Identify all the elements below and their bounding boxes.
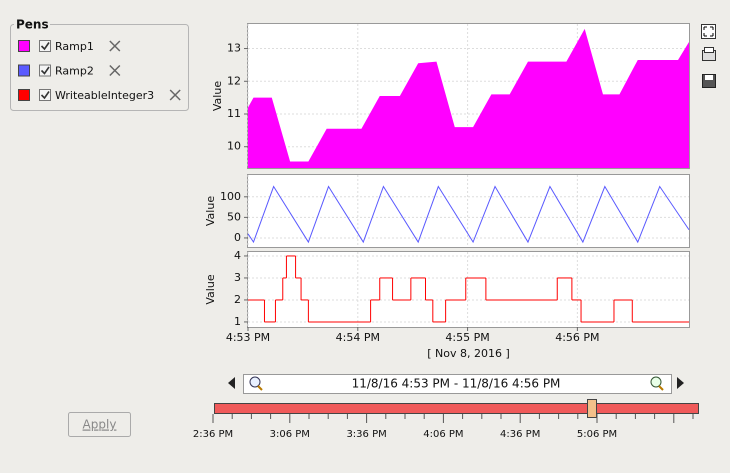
pens-title: Pens xyxy=(16,18,49,32)
y-tick-label: 0 xyxy=(234,231,241,244)
y-tick-label: 3 xyxy=(234,271,241,284)
zoom-fit-icon[interactable] xyxy=(701,24,716,39)
x-axis-label: [ Nov 8, 2016 ] xyxy=(427,347,510,360)
pen-check xyxy=(40,42,50,51)
navigator: 11/8/16 4:53 PM - 11/8/16 4:56 PM xyxy=(214,374,699,418)
y-tick-label: 50 xyxy=(227,210,241,223)
y-tick-label: 11 xyxy=(227,107,241,120)
y-tick-label: 100 xyxy=(220,190,241,203)
nav-tick-label: 5:06 PM xyxy=(577,429,617,440)
x-tick-label: 4:55 PM xyxy=(445,331,489,344)
x-tick-label: 4:53 PM xyxy=(226,331,270,344)
zoom-in[interactable] xyxy=(650,376,662,388)
chart: 10 11 12 13 Value xyxy=(211,23,690,169)
line xyxy=(247,185,690,244)
pen-color xyxy=(18,89,30,101)
nav-tick-label: 4:36 PM xyxy=(500,429,540,440)
pen-name: WriteableInteger3 xyxy=(55,89,154,102)
pen-check xyxy=(40,66,50,75)
y-axis-label: Value xyxy=(204,274,217,304)
y-tick-label: 13 xyxy=(227,42,241,55)
y-axis-label: Value xyxy=(211,81,224,111)
toolbar xyxy=(701,24,716,88)
pen-remove[interactable] xyxy=(109,40,121,52)
nav-tick-label: 3:06 PM xyxy=(270,429,310,440)
pen-checkbox[interactable] xyxy=(39,64,51,77)
pen-checkbox[interactable] xyxy=(39,40,51,52)
nav-left-arrow[interactable] xyxy=(228,377,235,389)
pen-remove[interactable] xyxy=(109,64,121,77)
zoom-out[interactable] xyxy=(249,376,261,388)
apply-label: Apply xyxy=(83,418,117,432)
range-thumb[interactable] xyxy=(587,399,597,418)
nav-range: 11/8/16 4:53 PM - 11/8/16 4:56 PM xyxy=(352,377,561,391)
pen-name: Ramp1 xyxy=(55,40,94,53)
y-tick-label: 12 xyxy=(227,74,241,87)
print-paper xyxy=(704,47,714,53)
y-tick-label: 2 xyxy=(234,293,241,306)
y-axis-label: Value xyxy=(204,196,217,226)
y-tick-label: 4 xyxy=(234,249,241,262)
x-tick-label: 4:56 PM xyxy=(555,331,599,344)
x-tick-label: 4:54 PM xyxy=(336,331,380,344)
pen-check xyxy=(40,91,50,100)
zoom-fit-glyph xyxy=(703,26,714,37)
pen-color xyxy=(18,40,30,52)
nav-right-arrow[interactable] xyxy=(677,377,684,389)
save-label xyxy=(705,75,713,80)
zoom-in-handle xyxy=(658,385,664,391)
apply-button[interactable] xyxy=(68,412,131,437)
pen-checkbox[interactable] xyxy=(39,89,51,101)
plot-area xyxy=(247,251,690,328)
pen-name: Ramp2 xyxy=(55,65,94,78)
pen-remove[interactable] xyxy=(169,89,181,101)
y-tick-label: 10 xyxy=(227,140,241,153)
pens-title-bg xyxy=(14,18,50,30)
plot-area xyxy=(247,174,690,248)
pen-color xyxy=(18,64,30,77)
area xyxy=(248,28,689,169)
chart: 1 2 3 4 Value 4:53 PM 4:54 PM 4:55 PM 4:56 PM [ N… xyxy=(204,249,690,360)
nav-tick-label: 2:36 PM xyxy=(193,429,233,440)
pens-box xyxy=(10,24,189,111)
nav-box xyxy=(243,374,672,394)
nav-tick-label: 4:06 PM xyxy=(423,429,463,440)
zoom-out-handle xyxy=(257,385,263,391)
range-bar[interactable] xyxy=(214,403,699,414)
nav-tick-label: 3:36 PM xyxy=(346,429,386,440)
y-tick-label: 1 xyxy=(234,315,241,328)
